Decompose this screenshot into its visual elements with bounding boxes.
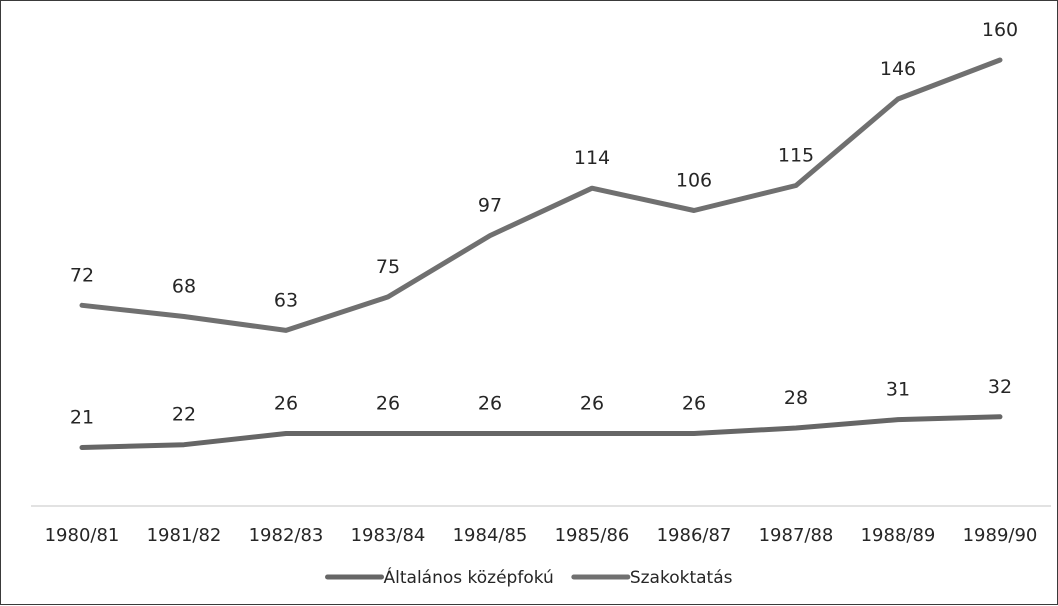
x-tick-label-5: 1985/86: [555, 525, 630, 546]
x-tick-label-0: 1980/81: [45, 525, 120, 546]
data-label-s1-0: 72: [70, 264, 94, 286]
data-label-s1-9: 160: [982, 19, 1018, 41]
data-label-s0-1: 22: [172, 404, 196, 426]
x-tick-label-4: 1984/85: [453, 525, 528, 546]
data-label-s0-9: 32: [988, 376, 1012, 398]
data-labels-layer: 21 22 26 26 26 26 26 28 31 32 72 68 63 75 97 114 106 115 1…: [70, 19, 1018, 429]
x-tick-label-2: 1982/83: [249, 525, 324, 546]
data-label-s1-3: 75: [376, 256, 400, 278]
x-tick-label-8: 1988/89: [861, 525, 936, 546]
data-label-s1-1: 68: [172, 276, 196, 298]
data-label-s0-2: 26: [274, 393, 298, 415]
x-tick-label-1: 1981/82: [147, 525, 222, 546]
data-label-s0-4: 26: [478, 393, 502, 415]
legend-label-1: Szakoktatás: [630, 568, 733, 588]
series-layer: [79, 57, 1003, 450]
data-label-s0-5: 26: [580, 393, 604, 415]
data-label-s1-4: 97: [478, 195, 502, 217]
x-tick-label-7: 1987/88: [759, 525, 834, 546]
data-label-s1-5: 114: [574, 147, 610, 169]
data-label-s1-7: 115: [778, 145, 814, 167]
data-label-s1-2: 63: [274, 289, 298, 311]
data-label-s0-7: 28: [784, 387, 808, 409]
x-tick-label-3: 1983/84: [351, 525, 426, 546]
legend-label-0: Általános középfokú: [384, 566, 554, 588]
data-label-s1-6: 106: [676, 170, 712, 192]
data-label-s0-3: 26: [376, 393, 400, 415]
x-tick-labels: 1980/81 1981/82 1982/83 1983/84 1984/85 1985/…: [45, 525, 1038, 546]
series-line-0: [79, 414, 1003, 450]
data-label-s0-0: 21: [70, 407, 94, 429]
data-label-s1-8: 146: [880, 58, 916, 80]
data-label-s0-6: 26: [682, 393, 706, 415]
x-tick-label-6: 1986/87: [657, 525, 732, 546]
series-line-1: [79, 57, 1003, 333]
data-label-s0-8: 31: [886, 379, 910, 401]
x-tick-label-9: 1989/90: [963, 525, 1038, 546]
legend: Általános középfokú Szakoktatás: [325, 566, 733, 588]
